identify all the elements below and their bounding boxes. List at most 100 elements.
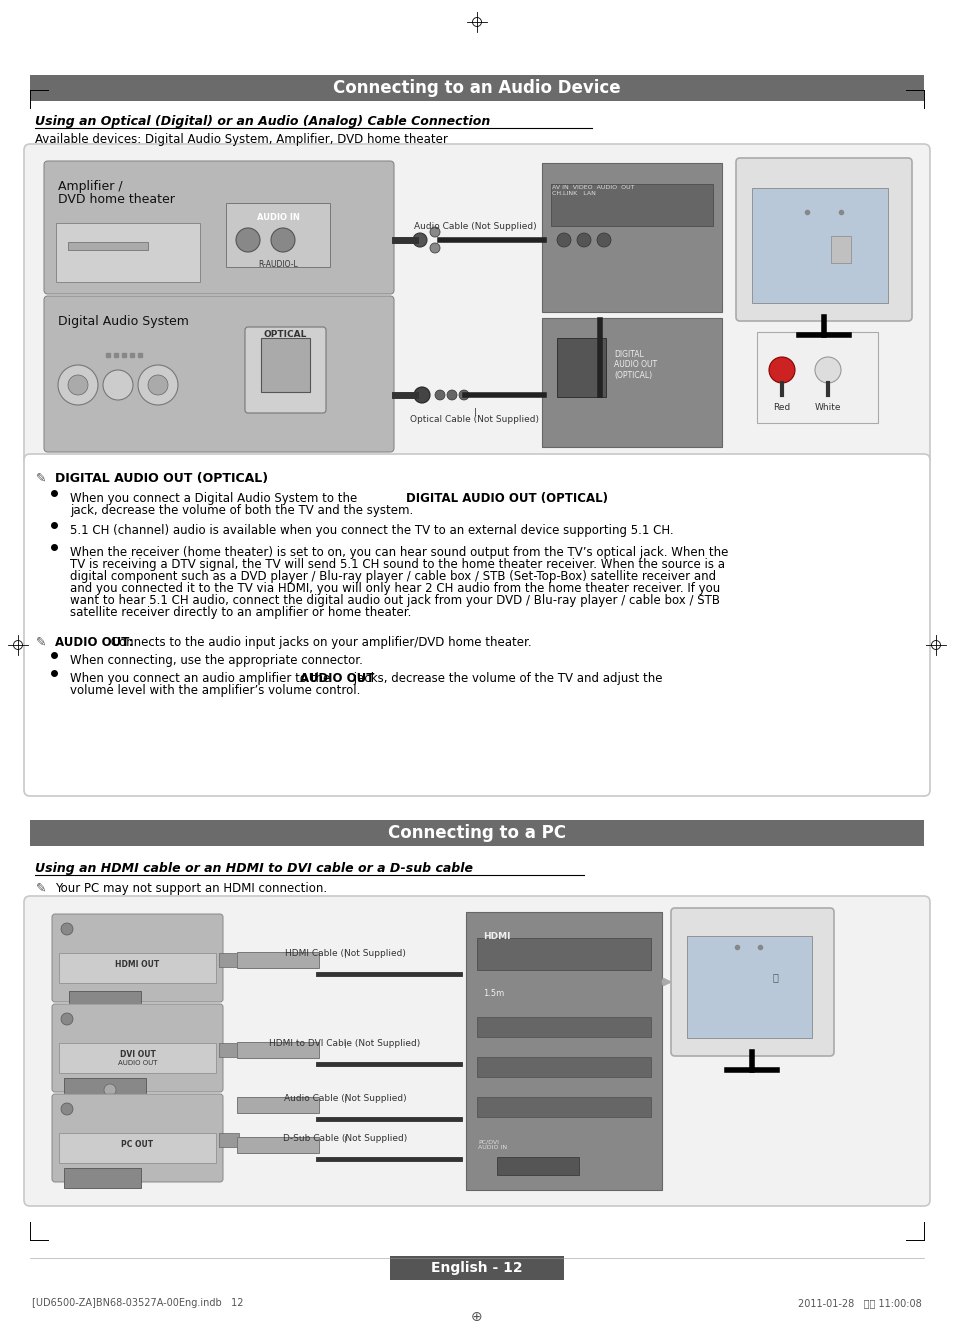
Circle shape — [138, 365, 178, 406]
Text: HDMI Cable (Not Supplied): HDMI Cable (Not Supplied) — [284, 948, 405, 958]
Text: PC OUT: PC OUT — [121, 1140, 153, 1149]
Text: English - 12: English - 12 — [431, 1262, 522, 1275]
FancyBboxPatch shape — [56, 223, 200, 281]
Text: When you connect an audio amplifier to the: When you connect an audio amplifier to t… — [70, 672, 334, 686]
FancyBboxPatch shape — [551, 184, 712, 226]
Text: Connecting to a PC: Connecting to a PC — [388, 824, 565, 841]
Text: 로: 로 — [772, 972, 778, 982]
FancyBboxPatch shape — [830, 236, 850, 263]
FancyBboxPatch shape — [219, 1044, 239, 1057]
Text: ✎: ✎ — [36, 472, 47, 485]
Text: Using an HDMI cable or an HDMI to DVI cable or a D-sub cable: Using an HDMI cable or an HDMI to DVI ca… — [35, 863, 473, 875]
Text: D-Sub Cable (Not Supplied): D-Sub Cable (Not Supplied) — [283, 1133, 407, 1143]
Text: Digital Audio System: Digital Audio System — [58, 314, 189, 328]
Circle shape — [413, 232, 427, 247]
Text: OPTICAL: OPTICAL — [263, 330, 306, 339]
Text: Red: Red — [773, 403, 790, 412]
Text: ⊕: ⊕ — [471, 1310, 482, 1321]
Text: TV is receiving a DTV signal, the TV will send 5.1 CH sound to the home theater : TV is receiving a DTV signal, the TV wil… — [70, 557, 724, 571]
FancyBboxPatch shape — [476, 938, 650, 970]
Circle shape — [61, 923, 73, 935]
FancyBboxPatch shape — [670, 908, 833, 1055]
Text: DIGITAL AUDIO OUT (OPTICAL): DIGITAL AUDIO OUT (OPTICAL) — [55, 472, 268, 485]
Text: Connects to the audio input jacks on your amplifier/DVD home theater.: Connects to the audio input jacks on you… — [107, 635, 531, 649]
Circle shape — [814, 357, 841, 383]
Text: Available devices: Digital Audio System, Amplifier, DVD home theater: Available devices: Digital Audio System,… — [35, 133, 447, 147]
Circle shape — [458, 390, 469, 400]
Text: jacks, decrease the volume of the TV and adjust the: jacks, decrease the volume of the TV and… — [350, 672, 661, 686]
Text: When you connect a Digital Audio System to the: When you connect a Digital Audio System … — [70, 491, 360, 505]
Circle shape — [430, 243, 439, 254]
Text: AUDIO OUT: AUDIO OUT — [117, 1059, 157, 1066]
Text: want to hear 5.1 CH audio, connect the digital audio out jack from your DVD / Bl: want to hear 5.1 CH audio, connect the d… — [70, 594, 720, 608]
Text: HDMI: HDMI — [482, 933, 510, 941]
FancyBboxPatch shape — [557, 338, 605, 398]
FancyBboxPatch shape — [59, 1044, 215, 1073]
FancyBboxPatch shape — [236, 1042, 318, 1058]
Circle shape — [68, 375, 88, 395]
FancyBboxPatch shape — [497, 1157, 578, 1174]
Text: HDMI to DVI Cable (Not Supplied): HDMI to DVI Cable (Not Supplied) — [269, 1040, 420, 1048]
FancyBboxPatch shape — [476, 1096, 650, 1118]
FancyBboxPatch shape — [219, 954, 239, 967]
FancyBboxPatch shape — [44, 296, 394, 452]
Text: HDMI OUT: HDMI OUT — [115, 960, 159, 970]
Text: Connecting to an Audio Device: Connecting to an Audio Device — [333, 79, 620, 96]
Circle shape — [61, 1103, 73, 1115]
FancyBboxPatch shape — [236, 1096, 318, 1114]
Text: jack, decrease the volume of both the TV and the system.: jack, decrease the volume of both the TV… — [70, 505, 413, 517]
FancyBboxPatch shape — [541, 318, 721, 446]
Bar — [30, 820, 923, 845]
FancyBboxPatch shape — [59, 1133, 215, 1162]
Text: [UD6500-ZA]BN68-03527A-00Eng.indb   12: [UD6500-ZA]BN68-03527A-00Eng.indb 12 — [32, 1299, 243, 1308]
Text: PC/DVI
AUDIO IN: PC/DVI AUDIO IN — [477, 1139, 507, 1149]
Circle shape — [235, 229, 260, 252]
Text: ✎: ✎ — [36, 635, 47, 649]
Text: White: White — [814, 403, 841, 412]
FancyBboxPatch shape — [226, 203, 330, 267]
Text: digital component such as a DVD player / Blu-ray player / cable box / STB (Set-T: digital component such as a DVD player /… — [70, 569, 716, 583]
FancyBboxPatch shape — [64, 1168, 141, 1188]
Text: volume level with the amplifier’s volume control.: volume level with the amplifier’s volume… — [70, 684, 360, 697]
Text: DIGITAL AUDIO OUT (OPTICAL): DIGITAL AUDIO OUT (OPTICAL) — [406, 491, 607, 505]
Circle shape — [435, 390, 444, 400]
Circle shape — [577, 232, 590, 247]
Text: AUDIO IN: AUDIO IN — [256, 213, 299, 222]
Text: Using an Optical (Digital) or an Audio (Analog) Cable Connection: Using an Optical (Digital) or an Audio (… — [35, 115, 490, 128]
FancyBboxPatch shape — [24, 144, 929, 464]
Text: 5.1 CH (channel) audio is available when you connect the TV to an external devic: 5.1 CH (channel) audio is available when… — [70, 524, 673, 538]
FancyBboxPatch shape — [236, 952, 318, 968]
Text: Amplifier /: Amplifier / — [58, 180, 123, 193]
Text: DVI OUT: DVI OUT — [119, 1050, 155, 1059]
Circle shape — [58, 365, 98, 406]
FancyBboxPatch shape — [390, 1256, 563, 1280]
FancyBboxPatch shape — [735, 159, 911, 321]
FancyBboxPatch shape — [24, 454, 929, 797]
FancyBboxPatch shape — [245, 328, 326, 413]
Circle shape — [103, 370, 132, 400]
Bar — [30, 75, 923, 100]
FancyBboxPatch shape — [757, 332, 877, 423]
Text: When the receiver (home theater) is set to on, you can hear sound output from th: When the receiver (home theater) is set … — [70, 546, 727, 559]
FancyBboxPatch shape — [541, 162, 721, 312]
Circle shape — [430, 227, 439, 236]
Circle shape — [414, 387, 430, 403]
Circle shape — [447, 390, 456, 400]
FancyBboxPatch shape — [261, 338, 310, 392]
Text: 2011-01-28   오후 11:00:08: 2011-01-28 오후 11:00:08 — [798, 1299, 921, 1308]
FancyBboxPatch shape — [69, 991, 141, 1008]
Text: DIGITAL
AUDIO OUT
(OPTICAL): DIGITAL AUDIO OUT (OPTICAL) — [614, 350, 657, 380]
Text: AUDIO OUT: AUDIO OUT — [299, 672, 374, 686]
Text: Optical Cable (Not Supplied): Optical Cable (Not Supplied) — [410, 415, 539, 424]
Circle shape — [557, 232, 571, 247]
FancyBboxPatch shape — [44, 161, 394, 295]
Text: satellite receiver directly to an amplifier or home theater.: satellite receiver directly to an amplif… — [70, 606, 411, 620]
Text: DVD home theater: DVD home theater — [58, 193, 174, 206]
FancyBboxPatch shape — [52, 914, 223, 1003]
FancyBboxPatch shape — [68, 242, 148, 250]
FancyBboxPatch shape — [24, 896, 929, 1206]
Text: Audio Cable (Not Supplied): Audio Cable (Not Supplied) — [283, 1094, 406, 1103]
FancyBboxPatch shape — [219, 1133, 239, 1147]
FancyBboxPatch shape — [465, 911, 661, 1190]
FancyBboxPatch shape — [64, 1078, 146, 1098]
